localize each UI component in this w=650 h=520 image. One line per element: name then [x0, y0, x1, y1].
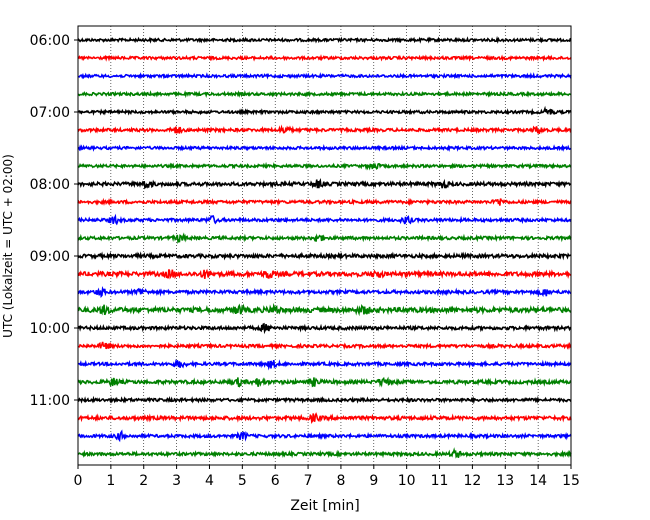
x-tick-label: 7 [304, 473, 313, 489]
x-axis-label: Zeit [min] [290, 498, 359, 514]
y-tick-label: 09:00 [30, 249, 70, 265]
trace-line [77, 90, 572, 99]
y-tick-label: 06:00 [30, 33, 70, 49]
trace-line [77, 341, 572, 351]
y-axis: 06:00 07:00 08:00 09:00 10:00 11:00 [30, 33, 78, 409]
trace-line [77, 412, 572, 424]
trace-line [77, 124, 572, 135]
x-tick-label: 12 [463, 473, 481, 489]
x-tick-label: 8 [336, 473, 345, 489]
trace-line [77, 232, 572, 244]
seismic-traces [77, 35, 572, 459]
y-tick-label: 08:00 [30, 177, 70, 193]
trace-line [77, 143, 572, 153]
y-axis-label: UTC (Lokalzeit = UTC + 02:00) [1, 154, 15, 338]
trace-line [77, 268, 572, 280]
x-tick-label: 11 [431, 473, 449, 489]
trace-line [77, 105, 572, 116]
trace-line [77, 376, 572, 388]
trace-line [77, 161, 572, 171]
trace-line [77, 251, 572, 261]
x-tick-label: 5 [238, 473, 247, 489]
x-axis: 0 1 2 3 4 5 6 7 8 9 10 11 12 13 14 15 [74, 465, 580, 489]
trace-line [77, 359, 572, 371]
vertical-grid [110, 26, 539, 465]
x-tick-label: 14 [529, 473, 547, 489]
plot-frame [77, 25, 572, 466]
trace-line [77, 54, 572, 62]
trace-line [77, 302, 572, 317]
y-tick-label: 10:00 [30, 321, 70, 337]
trace-line [77, 429, 572, 443]
x-tick-label: 9 [369, 473, 378, 489]
trace-line [77, 35, 572, 44]
trace-line [77, 197, 572, 207]
trace-line [77, 322, 572, 335]
trace-line [77, 72, 572, 80]
x-tick-label: 15 [562, 473, 580, 489]
x-tick-label: 3 [172, 473, 181, 489]
y-tick-label: 07:00 [30, 105, 70, 121]
x-tick-label: 0 [74, 473, 83, 489]
trace-line [77, 213, 572, 226]
x-tick-label: 4 [205, 473, 214, 489]
trace-line [77, 395, 572, 405]
x-tick-label: 2 [139, 473, 148, 489]
trace-line [77, 447, 572, 459]
x-tick-label: 13 [496, 473, 514, 489]
x-tick-label: 6 [271, 473, 280, 489]
trace-line [77, 177, 572, 190]
x-tick-label: 10 [398, 473, 416, 489]
y-tick-label: 11:00 [30, 393, 70, 409]
x-tick-label: 1 [106, 473, 115, 489]
trace-line [77, 285, 572, 298]
